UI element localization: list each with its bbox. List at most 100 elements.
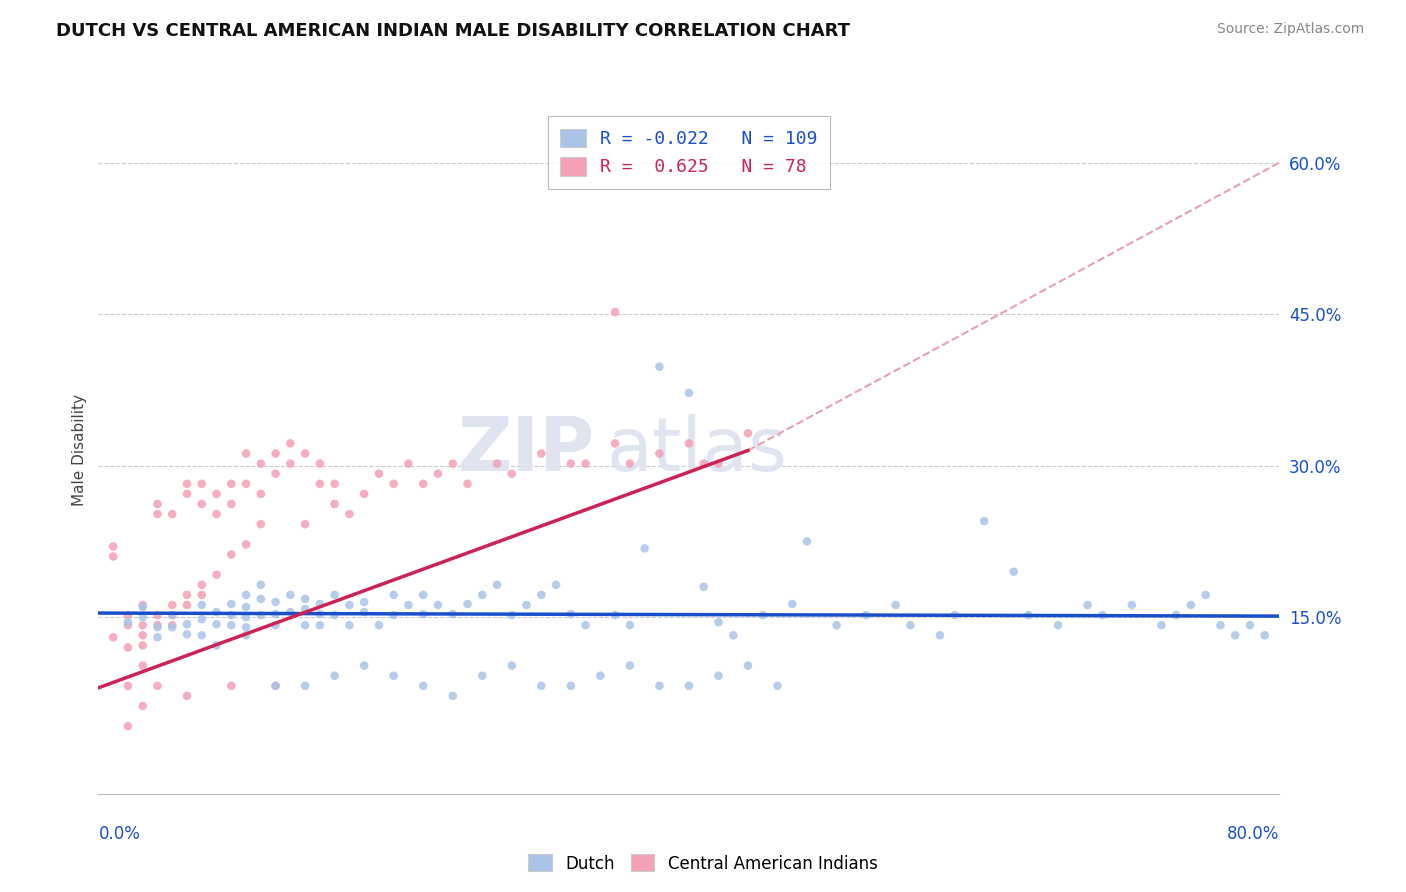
Point [176, 487, 198, 501]
Point [1077, 598, 1099, 612]
Point [264, 679, 287, 693]
Point [766, 679, 789, 693]
Legend: R = -0.022   N = 109, R =  0.625   N = 78: R = -0.022 N = 109, R = 0.625 N = 78 [548, 116, 830, 189]
Point [264, 618, 287, 632]
Point [264, 446, 287, 460]
Point [132, 698, 155, 713]
Point [117, 608, 139, 623]
Point [486, 457, 509, 471]
Point [117, 679, 139, 693]
Point [605, 436, 627, 450]
Point [368, 467, 391, 481]
Point [546, 578, 568, 592]
Point [176, 598, 198, 612]
Text: Source: ZipAtlas.com: Source: ZipAtlas.com [1216, 22, 1364, 37]
Point [1150, 618, 1173, 632]
Point [412, 588, 434, 602]
Point [309, 457, 332, 471]
Point [146, 618, 169, 632]
Point [162, 618, 183, 632]
Point [103, 630, 125, 644]
Point [219, 497, 242, 511]
Point [678, 679, 700, 693]
Point [162, 507, 183, 521]
Point [162, 608, 183, 623]
Point [294, 446, 316, 460]
Point [339, 618, 360, 632]
Point [176, 689, 198, 703]
Y-axis label: Male Disability: Male Disability [72, 394, 87, 507]
Point [146, 679, 169, 693]
Point [530, 446, 553, 460]
Point [219, 608, 242, 623]
Point [278, 605, 302, 619]
Point [693, 580, 716, 594]
Point [309, 618, 332, 632]
Point [294, 591, 316, 606]
Point [486, 578, 509, 592]
Point [1239, 618, 1261, 632]
Point [117, 618, 139, 632]
Point [707, 669, 730, 683]
Point [146, 630, 169, 644]
Point [205, 617, 228, 632]
Point [441, 607, 464, 621]
Point [103, 540, 125, 554]
Point [294, 618, 316, 632]
Point [589, 669, 612, 683]
Point [132, 598, 155, 612]
Point [1046, 618, 1069, 632]
Point [146, 497, 169, 511]
Point [737, 426, 759, 441]
Point [250, 457, 273, 471]
Point [250, 608, 273, 623]
Point [117, 719, 139, 733]
Point [162, 620, 183, 634]
Point [574, 618, 596, 632]
Point [323, 497, 346, 511]
Point [309, 476, 332, 491]
Point [501, 608, 523, 623]
Point [855, 608, 877, 623]
Point [132, 639, 155, 653]
Point [309, 597, 332, 611]
Point [456, 597, 478, 611]
Point [191, 612, 214, 626]
Point [132, 628, 155, 642]
Point [693, 457, 716, 471]
Point [176, 617, 198, 632]
Point [205, 487, 228, 501]
Point [117, 615, 139, 630]
Point [309, 607, 332, 621]
Point [368, 618, 391, 632]
Point [796, 534, 818, 549]
Point [456, 476, 478, 491]
Point [250, 578, 273, 592]
Point [412, 679, 434, 693]
Point [825, 618, 848, 632]
Point [264, 679, 287, 693]
Point [162, 598, 183, 612]
Point [191, 588, 214, 602]
Point [219, 679, 242, 693]
Text: 80.0%: 80.0% [1227, 825, 1279, 843]
Point [678, 436, 700, 450]
Point [943, 608, 966, 623]
Point [235, 537, 257, 551]
Point [205, 605, 228, 619]
Point [294, 602, 316, 616]
Point [191, 578, 214, 592]
Point [560, 679, 582, 693]
Point [339, 507, 360, 521]
Point [264, 595, 287, 609]
Point [619, 457, 641, 471]
Point [574, 457, 596, 471]
Point [278, 457, 302, 471]
Point [619, 618, 641, 632]
Point [278, 588, 302, 602]
Point [1091, 608, 1114, 623]
Point [928, 628, 950, 642]
Point [132, 610, 155, 624]
Point [103, 549, 125, 564]
Point [471, 588, 494, 602]
